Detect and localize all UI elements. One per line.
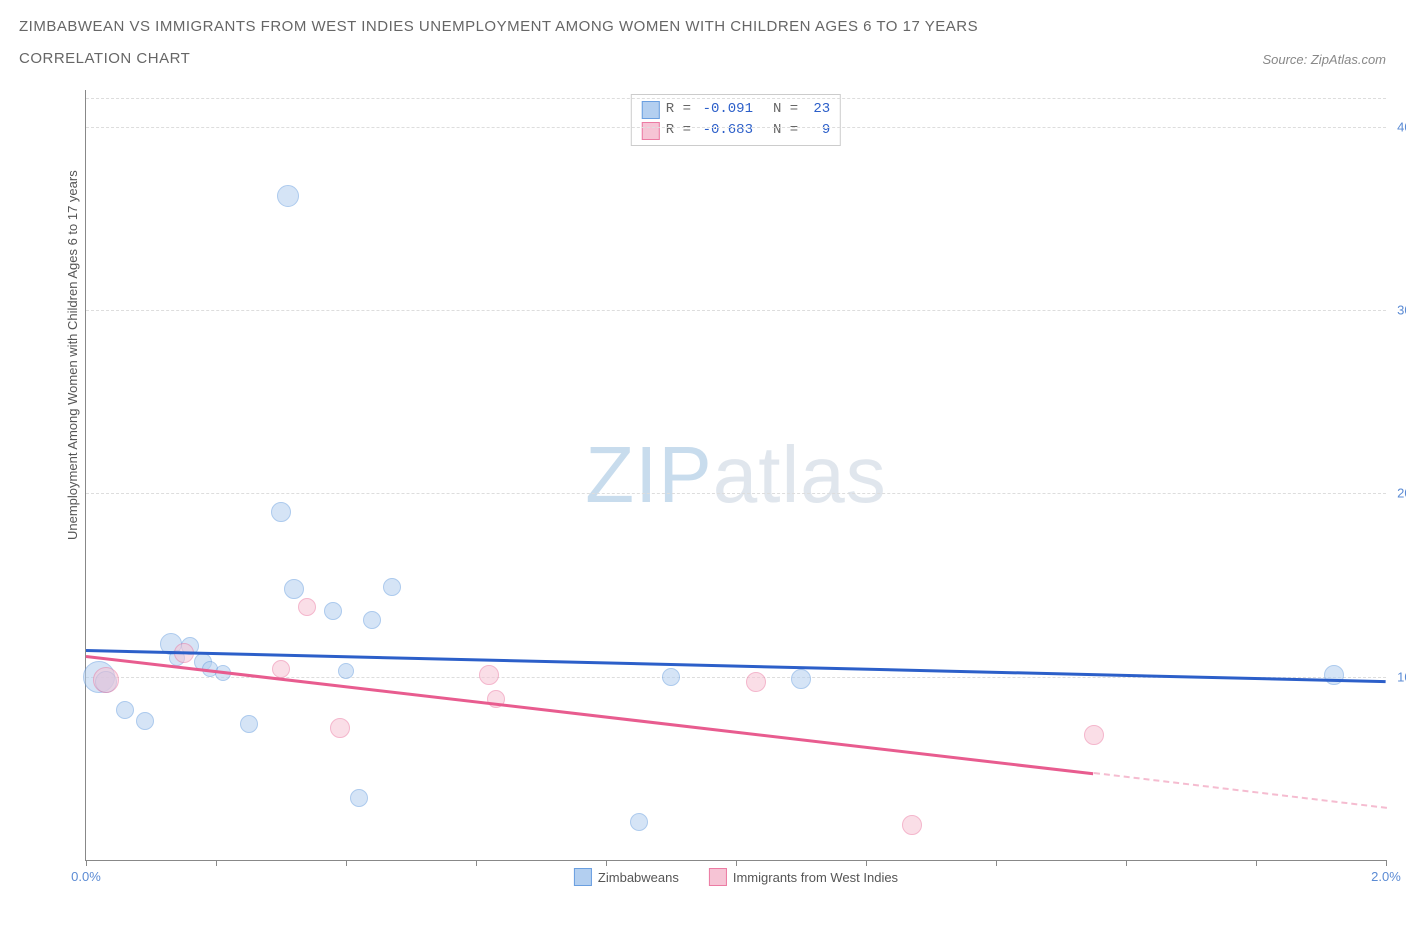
point-zimbabweans xyxy=(1324,665,1344,685)
legend-item-zimbabweans: Zimbabweans xyxy=(574,868,679,886)
n-value-zimbabweans: 23 xyxy=(804,99,830,120)
x-tick xyxy=(736,860,737,866)
y-tick-label: 40.0% xyxy=(1397,119,1406,134)
swatch-zimbabweans xyxy=(642,101,660,119)
series-legend: Zimbabweans Immigrants from West Indies xyxy=(574,868,898,886)
point-west-indies xyxy=(330,718,350,738)
legend-label-west-indies: Immigrants from West Indies xyxy=(733,870,898,885)
stats-row-west-indies: R = -0.683 N = 9 xyxy=(642,120,830,141)
chart-container: Unemployment Among Women with Children A… xyxy=(45,90,1385,860)
correlation-stats-legend: R = -0.091 N = 23 R = -0.683 N = 9 xyxy=(631,94,841,146)
point-west-indies xyxy=(902,815,922,835)
point-zimbabweans xyxy=(662,668,680,686)
source-attribution: Source: ZipAtlas.com xyxy=(1262,52,1386,67)
x-tick xyxy=(476,860,477,866)
point-west-indies xyxy=(746,672,766,692)
trendline-west-indies xyxy=(86,655,1094,775)
point-zimbabweans xyxy=(324,602,342,620)
point-zimbabweans xyxy=(363,611,381,629)
chart-title-line1: ZIMBABWEAN VS IMMIGRANTS FROM WEST INDIE… xyxy=(19,18,978,35)
point-zimbabweans xyxy=(791,669,811,689)
watermark-atlas: atlas xyxy=(713,430,887,519)
x-tick xyxy=(866,860,867,866)
legend-item-west-indies: Immigrants from West Indies xyxy=(709,868,898,886)
x-tick xyxy=(606,860,607,866)
point-zimbabweans xyxy=(277,185,299,207)
trendline-west-indies-extrapolated xyxy=(1093,772,1386,809)
x-tick-label: 0.0% xyxy=(71,869,101,884)
point-west-indies xyxy=(479,665,499,685)
r-value-west-indies: -0.683 xyxy=(697,120,753,141)
point-west-indies xyxy=(298,598,316,616)
gridline xyxy=(86,127,1386,128)
point-zimbabweans xyxy=(383,578,401,596)
x-tick xyxy=(1126,860,1127,866)
point-zimbabweans xyxy=(240,715,258,733)
n-label: N = xyxy=(773,120,798,141)
n-value-west-indies: 9 xyxy=(804,120,830,141)
gridline xyxy=(86,493,1386,494)
point-west-indies xyxy=(272,660,290,678)
stats-row-zimbabweans: R = -0.091 N = 23 xyxy=(642,99,830,120)
swatch-west-indies xyxy=(642,122,660,140)
point-west-indies xyxy=(93,667,119,693)
r-label: R = xyxy=(666,99,691,120)
y-axis-label: Unemployment Among Women with Children A… xyxy=(65,170,80,540)
x-tick xyxy=(1386,860,1387,866)
x-tick-label: 2.0% xyxy=(1371,869,1401,884)
point-zimbabweans xyxy=(136,712,154,730)
chart-title-line2: CORRELATION CHART xyxy=(19,50,190,67)
point-zimbabweans xyxy=(116,701,134,719)
point-zimbabweans xyxy=(630,813,648,831)
x-tick xyxy=(996,860,997,866)
y-tick-label: 10.0% xyxy=(1397,669,1406,684)
y-tick-label: 20.0% xyxy=(1397,486,1406,501)
x-tick xyxy=(346,860,347,866)
gridline xyxy=(86,310,1386,311)
watermark-zip: ZIP xyxy=(585,430,712,519)
x-tick xyxy=(86,860,87,866)
point-zimbabweans xyxy=(284,579,304,599)
point-zimbabweans xyxy=(271,502,291,522)
r-value-zimbabweans: -0.091 xyxy=(697,99,753,120)
x-tick xyxy=(216,860,217,866)
legend-swatch-zimbabweans xyxy=(574,868,592,886)
point-west-indies xyxy=(1084,725,1104,745)
x-tick xyxy=(1256,860,1257,866)
r-label: R = xyxy=(666,120,691,141)
gridline xyxy=(86,98,1386,99)
scatter-plot: ZIPatlas R = -0.091 N = 23 R = -0.683 N … xyxy=(85,90,1386,861)
watermark: ZIPatlas xyxy=(585,429,886,521)
n-label: N = xyxy=(773,99,798,120)
point-zimbabweans xyxy=(338,663,354,679)
legend-swatch-west-indies xyxy=(709,868,727,886)
legend-label-zimbabweans: Zimbabweans xyxy=(598,870,679,885)
point-zimbabweans xyxy=(350,789,368,807)
y-tick-label: 30.0% xyxy=(1397,303,1406,318)
